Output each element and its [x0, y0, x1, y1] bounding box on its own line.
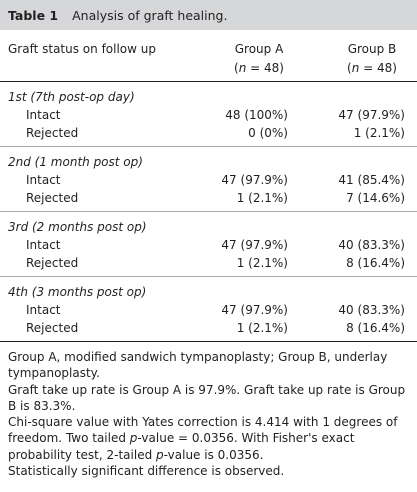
row-label: Intact [26, 173, 61, 187]
group-b-value: 8 (16.4%) [346, 321, 405, 335]
header-group-b-name: Group B [347, 42, 397, 56]
group-b-value: 41 (85.4%) [338, 173, 405, 187]
table-title: Analysis of graft healing. [72, 7, 228, 23]
header-group-a-n-value: = 48) [246, 61, 284, 75]
header-group-a: Group A (n = 48) [209, 40, 309, 78]
footnote-p-var: p [129, 431, 138, 446]
follow-up-section: 1st (7th post-op day) Intact 48 (100%) 4… [0, 82, 417, 147]
table-header-row: Graft status on follow up Group A (n = 4… [0, 30, 417, 82]
footnote-p-var-2: p [156, 447, 164, 462]
row-label: Intact [26, 303, 61, 317]
header-group-a-n-var: n [238, 61, 247, 75]
table-row: Intact 47 (97.9%) 41 (85.4%) [0, 171, 417, 189]
header-group-b-n-var: n [351, 61, 360, 75]
row-label: Intact [26, 238, 61, 252]
table-row: Rejected 1 (2.1%) 8 (16.4%) [0, 254, 417, 272]
group-a-value: 48 (100%) [225, 108, 288, 122]
group-a-value: 0 (0%) [248, 126, 288, 140]
footnote-abbreviations: Group A, modified sandwich tympanoplasty… [8, 350, 388, 381]
table-row: Intact 47 (97.9%) 40 (83.3%) [0, 236, 417, 254]
footnote-significance: Statistically significant difference is … [8, 464, 285, 479]
follow-up-section: 2nd (1 month post op) Intact 47 (97.9%) … [0, 147, 417, 212]
group-b-value: 1 (2.1%) [353, 126, 405, 140]
table-caption: Table 1 Analysis of graft healing. [0, 0, 417, 30]
section-title: 3rd (2 months post op) [8, 220, 147, 234]
table-label: Table 1 [8, 7, 59, 23]
footnote-chi-part2: -value = 0.0356. With Fisher's exact pro… [8, 431, 355, 462]
footnote-chi-part3: -value is 0.0356. [163, 447, 264, 462]
group-b-value: 40 (83.3%) [338, 238, 405, 252]
row-label: Intact [26, 108, 61, 122]
table-row: Intact 48 (100%) 47 (97.9%) [0, 106, 417, 124]
header-group-b-n-open: ( [347, 61, 352, 75]
header-group-a-n: (n = 48) [209, 59, 309, 78]
row-label: Rejected [26, 321, 79, 335]
table-row: Rejected 1 (2.1%) 7 (14.6%) [0, 189, 417, 207]
group-a-value: 47 (97.9%) [221, 173, 288, 187]
header-group-b-n-value: = 48) [359, 61, 397, 75]
group-b-value: 7 (14.6%) [346, 191, 405, 205]
section-title: 2nd (1 month post op) [8, 155, 143, 169]
row-label: Rejected [26, 256, 79, 270]
footnote-take-up-rate: Graft take up rate is Group A is 97.9%. … [8, 382, 406, 413]
group-b-value: 47 (97.9%) [338, 108, 405, 122]
header-group-b: Group B (n = 48) [322, 40, 417, 78]
group-b-value: 40 (83.3%) [338, 303, 405, 317]
header-group-a-name: Group A [234, 42, 284, 56]
table-row: Intact 47 (97.9%) 40 (83.3%) [0, 301, 417, 319]
header-group-b-n: (n = 48) [322, 59, 417, 78]
group-b-value: 8 (16.4%) [346, 256, 405, 270]
table-row: Rejected 1 (2.1%) 8 (16.4%) [0, 319, 417, 337]
group-a-value: 1 (2.1%) [236, 256, 288, 270]
footnote-statistics: Chi-square value with Yates correction i… [8, 414, 409, 463]
group-a-value: 1 (2.1%) [236, 321, 288, 335]
group-a-value: 47 (97.9%) [221, 238, 288, 252]
footnote-chi-part1: Chi-square value with Yates correction i… [8, 415, 398, 446]
group-a-value: 47 (97.9%) [221, 303, 288, 317]
section-title: 4th (3 months post op) [8, 285, 147, 299]
follow-up-section: 4th (3 months post op) Intact 47 (97.9%)… [0, 277, 417, 342]
section-title: 1st (7th post-op day) [8, 90, 135, 104]
header-group-a-n-open: ( [234, 61, 239, 75]
table-row: Rejected 0 (0%) 1 (2.1%) [0, 124, 417, 142]
row-label: Rejected [26, 191, 79, 205]
row-label: Rejected [26, 126, 79, 140]
table-footnotes: Group A, modified sandwich tympanoplasty… [0, 346, 417, 479]
header-graft-status: Graft status on follow up [8, 42, 156, 56]
follow-up-section: 3rd (2 months post op) Intact 47 (97.9%)… [0, 212, 417, 277]
table-body: 1st (7th post-op day) Intact 48 (100%) 4… [0, 82, 417, 342]
group-a-value: 1 (2.1%) [236, 191, 288, 205]
